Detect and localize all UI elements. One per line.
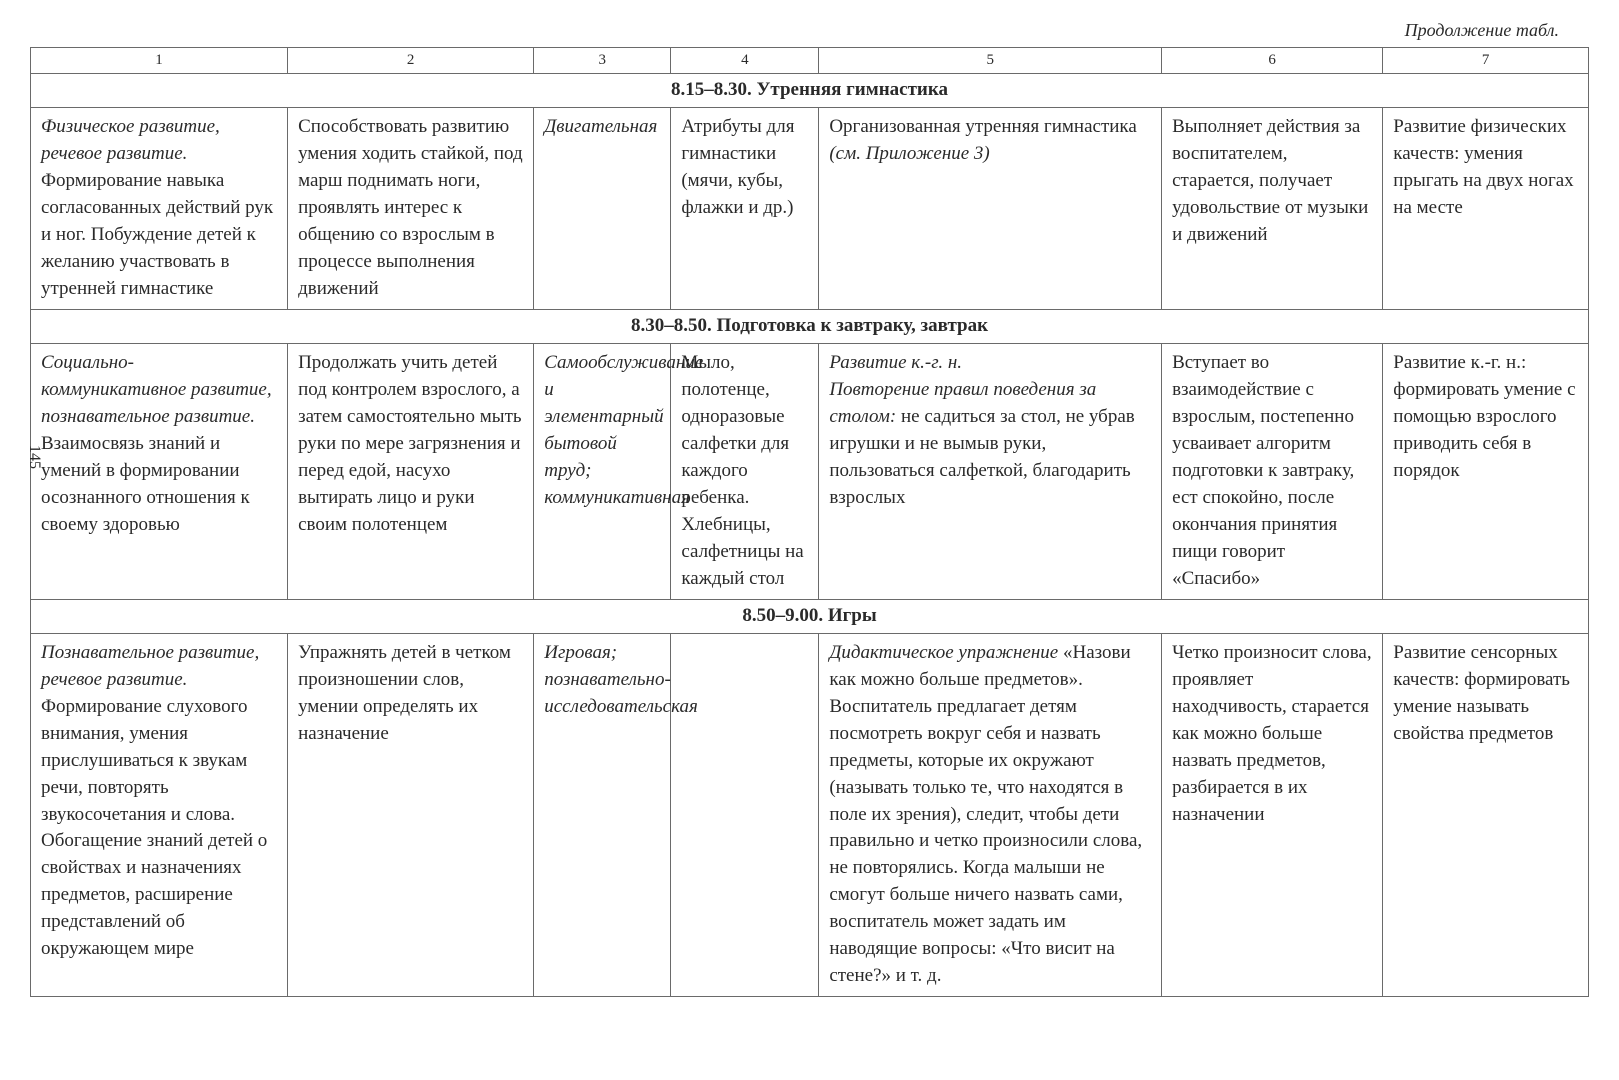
- col-header-3: 3: [534, 48, 671, 74]
- s2-c3: Самообслуживание и элементарный бытовой …: [534, 344, 671, 600]
- s3-c5-italic1: Дидактическое упражнение: [829, 642, 1058, 663]
- s3-c1-italic: Познавательное развитие, речевое развити…: [41, 642, 259, 690]
- s3-c2: Упражнять детей в четком произношении сл…: [288, 633, 534, 997]
- s2-c5-italic1: Развитие к.-г. н.: [829, 352, 962, 373]
- section-2-row: Социально-коммуникативное развитие, позн…: [31, 344, 1589, 600]
- s2-c1: Социально-коммуникативное развитие, позн…: [31, 344, 288, 600]
- section-1-row: Физическое развитие, речевое развитие. Ф…: [31, 108, 1589, 310]
- s3-c6: Четко произносит слова, проявляет находч…: [1162, 633, 1383, 997]
- s2-c7: Развитие к.-г. н.: формировать умение с …: [1383, 344, 1589, 600]
- s3-c5-rest: «Назови как можно больше предметов». Вос…: [829, 642, 1142, 987]
- s2-c4: Мыло, полотенце, одноразовые салфетки дл…: [671, 344, 819, 600]
- section-3-title: 8.50–9.00. Игры: [31, 599, 1589, 633]
- s1-c5-italic: (см. Приложение 3): [829, 143, 989, 164]
- col-header-5: 5: [819, 48, 1162, 74]
- section-3-row: Познавательное развитие, речевое развити…: [31, 633, 1589, 997]
- s2-c1-italic: Социально-коммуникативное развитие, позн…: [41, 352, 272, 427]
- planning-table: 1 2 3 4 5 6 7 8.15–8.30. Утренняя гимнас…: [30, 47, 1589, 997]
- s1-c6: Выполняет действия за воспитателем, стар…: [1162, 108, 1383, 310]
- s1-c5: Организованная утренняя гимнастика (см. …: [819, 108, 1162, 310]
- header-row: 1 2 3 4 5 6 7: [31, 48, 1589, 74]
- section-3-header: 8.50–9.00. Игры: [31, 599, 1589, 633]
- s1-c1-italic: Физическое развитие, речевое развитие.: [41, 116, 220, 164]
- s2-c2: Продолжать учить детей под контролем взр…: [288, 344, 534, 600]
- s3-c3: Игровая; познавательно-исследовательская: [534, 633, 671, 997]
- col-header-1: 1: [31, 48, 288, 74]
- s1-c3: Двигательная: [534, 108, 671, 310]
- s1-c5-start: Организованная утренняя гимнастика: [829, 116, 1137, 137]
- s1-c2: Способствовать развитию умения ходить ст…: [288, 108, 534, 310]
- s2-c1-rest: Взаимосвязь знаний и умений в формирован…: [41, 433, 250, 535]
- s3-c7: Развитие сенсорных качеств: формировать …: [1383, 633, 1589, 997]
- s3-c4: [671, 633, 819, 997]
- col-header-2: 2: [288, 48, 534, 74]
- col-header-4: 4: [671, 48, 819, 74]
- s1-c1: Физическое развитие, речевое развитие. Ф…: [31, 108, 288, 310]
- s3-c1-rest: Формирование слухового внимания, умения …: [41, 696, 267, 960]
- s1-c3-italic: Двигательная: [544, 116, 657, 137]
- s1-c1-rest: Формирование навыка согласованных действ…: [41, 170, 273, 299]
- col-header-6: 6: [1162, 48, 1383, 74]
- s1-c7: Развитие физических качеств: умения прыг…: [1383, 108, 1589, 310]
- s1-c4: Атрибуты для гимнастики (мячи, кубы, фла…: [671, 108, 819, 310]
- s3-c1: Познавательное развитие, речевое развити…: [31, 633, 288, 997]
- s2-c6: Вступает во взаимодействие с взрослым, п…: [1162, 344, 1383, 600]
- s2-c5: Развитие к.-г. н.Повторение правил повед…: [819, 344, 1162, 600]
- section-2-title: 8.30–8.50. Подготовка к завтраку, завтра…: [31, 310, 1589, 344]
- section-1-title: 8.15–8.30. Утренняя гимнастика: [31, 74, 1589, 108]
- section-2-header: 8.30–8.50. Подготовка к завтраку, завтра…: [31, 310, 1589, 344]
- col-header-7: 7: [1383, 48, 1589, 74]
- page-number: 145: [25, 445, 43, 469]
- s3-c5: Дидактическое упражнение «Назови как мож…: [819, 633, 1162, 997]
- continuation-label: Продолжение табл.: [30, 20, 1589, 41]
- section-1-header: 8.15–8.30. Утренняя гимнастика: [31, 74, 1589, 108]
